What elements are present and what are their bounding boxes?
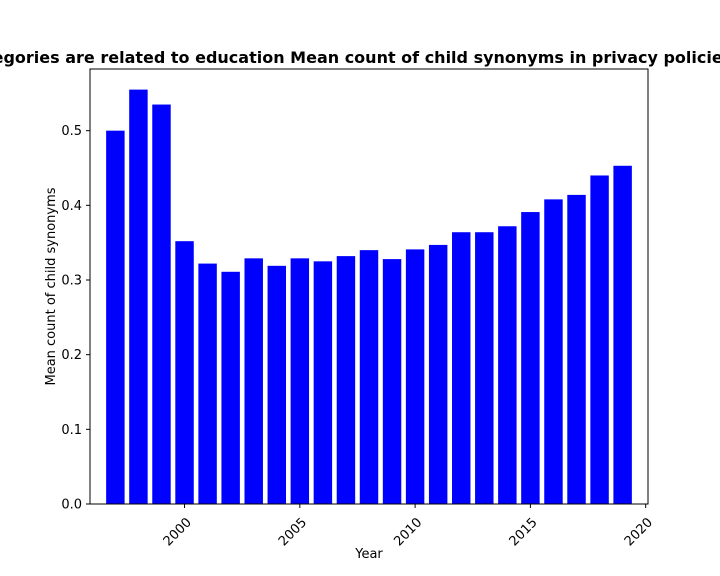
- bar-2017: [567, 194, 586, 504]
- bar-2006: [313, 261, 333, 504]
- bar-2012: [452, 232, 471, 504]
- x-tick-label-2015: 2015: [507, 515, 541, 549]
- y-tick-label-0.4: 0.4: [61, 199, 82, 214]
- bar-2004: [267, 265, 286, 504]
- bar-2016: [544, 199, 563, 504]
- bar-2018: [590, 175, 609, 504]
- bar-1998: [129, 89, 148, 505]
- chart-title: of all categories are related to educati…: [0, 48, 720, 67]
- bar-2015: [521, 212, 540, 504]
- bar-2013: [475, 232, 494, 504]
- bar-2008: [359, 250, 379, 504]
- bar-2007: [336, 256, 356, 504]
- bar-2011: [428, 244, 448, 504]
- y-tick-label-0.1: 0.1: [61, 423, 82, 438]
- y-tick-label-0.5: 0.5: [61, 124, 82, 139]
- bar-1999: [152, 104, 171, 504]
- bar-2003: [244, 258, 263, 504]
- y-tick-label-0.0: 0.0: [61, 498, 82, 513]
- x-tick-label-2000: 2000: [161, 515, 195, 549]
- y-ticks: 0.0 0.1 0.2 0.3 0.4 0.5: [61, 124, 90, 513]
- x-tick-label-2010: 2010: [391, 515, 425, 549]
- bar-2005: [290, 258, 310, 504]
- bar-2019: [613, 165, 632, 504]
- bar-2001: [198, 263, 217, 504]
- x-ticks: 2000 2005 2010 2015 2020: [161, 504, 656, 549]
- y-tick-label-0.3: 0.3: [61, 274, 82, 289]
- bar-1997: [106, 130, 125, 505]
- bar-2014: [498, 226, 517, 504]
- bar-2009: [382, 259, 402, 504]
- y-axis-label: Mean count of child synonyms: [44, 187, 59, 385]
- x-axis-label: Year: [354, 547, 383, 562]
- x-tick-label-2005: 2005: [276, 515, 310, 549]
- y-tick-label-0.2: 0.2: [61, 348, 82, 363]
- x-tick-label-2020: 2020: [622, 515, 656, 549]
- bar-2010: [405, 249, 425, 504]
- bar-2000: [175, 241, 194, 504]
- bar-2002: [221, 271, 240, 504]
- plot-frame: [89, 68, 649, 505]
- bars-group: [106, 89, 632, 505]
